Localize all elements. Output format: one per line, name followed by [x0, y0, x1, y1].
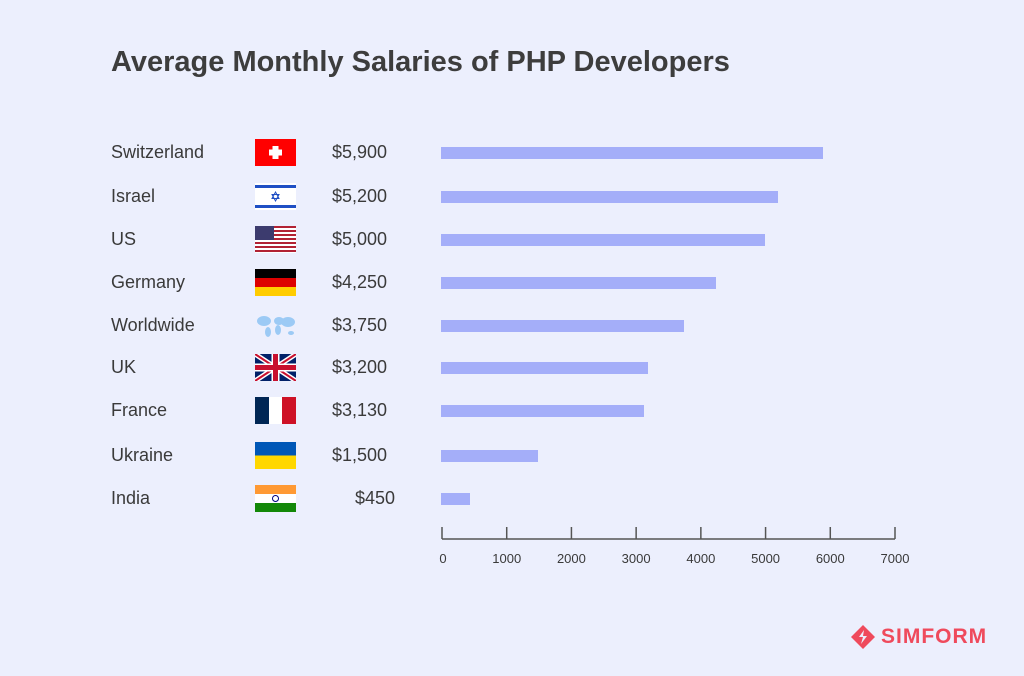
india-flag-icon — [255, 485, 296, 512]
value-label: $1,500 — [331, 445, 387, 465]
bar — [441, 234, 765, 246]
value-label: $3,200 — [331, 357, 387, 377]
bar — [441, 493, 471, 505]
value-label: $5,200 — [331, 186, 387, 206]
value-label: $5,000 — [331, 229, 387, 249]
bar-row: Switzerland $5,900 — [0, 138, 1024, 168]
value-label: $3,750 — [331, 315, 387, 335]
bar — [441, 277, 717, 289]
tick-label: 4000 — [686, 551, 715, 566]
value-label: $3,130 — [331, 400, 387, 420]
switzerland-flag-icon — [255, 139, 296, 166]
brand-name: SIMFORM — [881, 625, 988, 648]
category-label: Switzerland — [111, 142, 205, 162]
germany-flag-icon — [255, 269, 296, 296]
category-label: Worldwide — [111, 315, 195, 335]
bar-row: France $3,130 — [0, 396, 1024, 426]
value-label: $5,900 — [331, 142, 387, 162]
value-label: $4,250 — [331, 272, 387, 292]
tick-label: 6000 — [816, 551, 845, 566]
uk-flag-icon — [255, 354, 296, 381]
bar-row: Germany $4,250 — [0, 268, 1024, 298]
bar — [441, 362, 649, 374]
bar — [441, 191, 778, 203]
chart-title: Average Monthly Salaries of PHP Develope… — [111, 46, 730, 78]
bar — [441, 320, 684, 332]
bar — [441, 450, 539, 462]
bar-row: US $5,000 — [0, 225, 1024, 255]
france-flag-icon — [255, 397, 296, 424]
bar-row: Worldwide $3,750 — [0, 311, 1024, 341]
ukraine-flag-icon — [255, 442, 296, 469]
tick-label: 3000 — [622, 551, 651, 566]
category-label: Israel — [111, 186, 156, 206]
tick-label: 0 — [439, 551, 446, 566]
category-label: France — [111, 400, 168, 420]
tick-label: 1000 — [492, 551, 521, 566]
us-flag-icon — [255, 226, 296, 253]
world-map-icon — [257, 316, 295, 337]
category-label: US — [111, 229, 137, 249]
category-label: Germany — [111, 272, 186, 292]
bar-row: UK $3,200 — [0, 353, 1024, 383]
tick-label: 2000 — [557, 551, 586, 566]
category-label: UK — [111, 357, 137, 377]
value-label: $450 — [354, 488, 395, 508]
category-label: Ukraine — [111, 445, 174, 465]
bar-row: Ukraine $1,500 — [0, 441, 1024, 471]
category-label: India — [111, 488, 151, 508]
simform-logo-icon — [851, 625, 875, 649]
bar — [441, 405, 644, 417]
bar — [441, 147, 823, 159]
israel-flag-icon — [255, 183, 296, 210]
bar-row: Israel $5,200 — [0, 182, 1024, 212]
tick-label: 5000 — [751, 551, 780, 566]
simform-logo: SIMFORM — [850, 624, 987, 650]
bar-row: India $450 — [0, 484, 1024, 514]
tick-label: 7000 — [881, 551, 910, 566]
